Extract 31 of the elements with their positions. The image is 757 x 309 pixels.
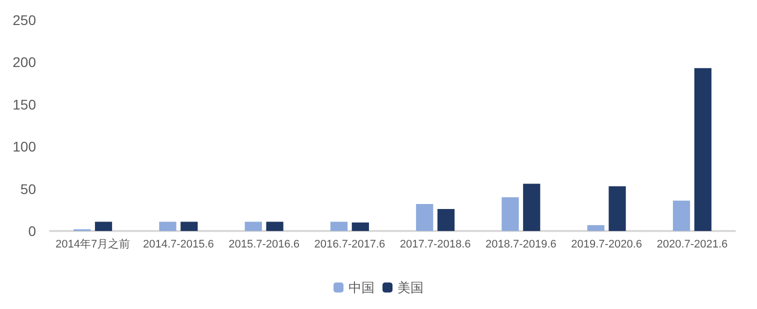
bar [266, 222, 284, 231]
x-tick-label: 2018.7-2019.6 [485, 238, 556, 250]
bar [587, 225, 604, 231]
x-tick-label: 2014年7月之前 [56, 238, 130, 250]
legend-label: 美国 [398, 280, 424, 295]
x-tick-label: 2020.7-2021.6 [656, 238, 728, 250]
y-tick-label: 50 [20, 180, 36, 197]
bar [437, 209, 455, 231]
y-tick-label: 0 [28, 223, 36, 239]
bar [244, 222, 262, 231]
x-tick-label: 2016.7-2017.6 [314, 238, 386, 250]
bar [672, 200, 690, 231]
x-tick-label: 2019.7-2020.6 [571, 238, 642, 250]
bar [352, 222, 369, 231]
y-tick-label: 200 [12, 54, 36, 70]
bar [502, 197, 519, 231]
legend-label: 中国 [348, 280, 374, 295]
bar [523, 184, 540, 231]
y-tick-label: 250 [12, 12, 36, 28]
x-tick-label: 2015.7-2016.6 [228, 238, 300, 250]
bar [416, 204, 434, 231]
x-tick-label: 2017.7-2018.6 [400, 238, 471, 250]
bar [94, 222, 112, 231]
bar [330, 222, 348, 231]
bar [694, 68, 712, 231]
bar [159, 222, 176, 231]
bar [180, 222, 198, 231]
bar [608, 186, 626, 231]
x-tick-label: 2014.7-2015.6 [142, 238, 214, 250]
y-tick-label: 150 [12, 96, 36, 112]
y-tick-label: 100 [12, 138, 36, 155]
